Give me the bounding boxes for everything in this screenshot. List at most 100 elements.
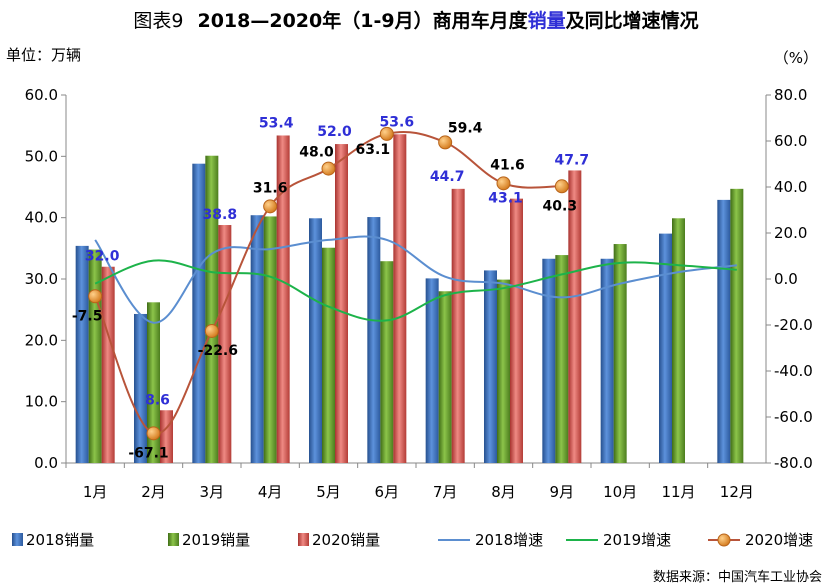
right-axis-unit: （%）	[773, 49, 818, 67]
bar-label-2020: 53.6	[380, 114, 415, 130]
left-tick-label: 40.0	[25, 209, 58, 227]
bar-2018销量	[425, 278, 439, 463]
right-tick-label: 40.0	[774, 178, 807, 196]
x-tick-label: 5月	[316, 483, 341, 501]
right-tick-label: 0.0	[774, 270, 798, 288]
legend: 2018销量 2019销量 2020销量 2018增速 2019增速 2020增速	[12, 531, 813, 549]
line-2019增速	[94, 259, 737, 322]
bar-2020销量	[218, 225, 232, 463]
right-tick-label: 80.0	[774, 86, 807, 104]
bar-2018销量	[600, 258, 614, 463]
bar-label-2020: 52.0	[317, 124, 352, 140]
bar-2019销量	[147, 302, 160, 463]
line-label-2020: 31.6	[253, 180, 288, 196]
line-label-2020: -67.1	[128, 445, 168, 461]
legend-swatch	[298, 533, 309, 546]
bar-2019销量	[380, 261, 394, 463]
legend-label: 2019增速	[603, 531, 671, 549]
right-tick-label: 20.0	[774, 224, 807, 242]
line-label-2020: -22.6	[198, 343, 238, 359]
bar-2020销量	[393, 134, 407, 463]
marker-2020增速	[379, 126, 394, 141]
bar-2019销量	[672, 218, 685, 463]
bar-2020销量	[451, 188, 465, 463]
marker-2020增速	[263, 199, 278, 214]
left-axis-unit: 单位：万辆	[6, 46, 82, 64]
axes-layer: 0.0 10.0 20.0 30.0 40.0 50.0 60.0 -80.0 -60.0 -40…	[25, 86, 813, 501]
bar-2019销量	[438, 291, 452, 463]
marker-2020增速	[321, 161, 336, 176]
left-tick-label: 50.0	[25, 147, 58, 165]
title-main: 2018—2020年（1-9月）商用车月度	[197, 10, 528, 32]
bar-2020销量	[568, 170, 582, 463]
line-label-2020: 41.6	[490, 157, 525, 173]
marker-2020增速	[204, 323, 219, 338]
marker-2020增速	[88, 289, 103, 304]
right-tick-label: 60.0	[774, 132, 807, 150]
bar-2018销量	[717, 199, 731, 463]
marker-2020增速	[438, 135, 453, 150]
marker-2020增速	[554, 179, 569, 194]
bars-layer	[75, 134, 744, 464]
bar-2020销量	[510, 198, 523, 464]
legend-swatch	[12, 533, 23, 546]
bar-2018销量	[542, 258, 556, 463]
x-tick-label: 11月	[661, 483, 695, 501]
legend-label: 2020增速	[745, 531, 813, 549]
bar-2018销量	[134, 313, 147, 463]
x-tick-label: 6月	[375, 483, 400, 501]
bar-label-2020: 43.1	[488, 191, 523, 207]
figure-number: 图表9	[133, 10, 184, 32]
title-tail: 及同比增速情况	[565, 10, 699, 32]
legend-label: 2018销量	[26, 531, 94, 549]
x-tick-label: 8月	[491, 483, 516, 501]
bar-label-2020: 53.4	[259, 115, 294, 131]
line-label-2020: -7.5	[72, 308, 103, 324]
line-label-2020: 63.1	[356, 142, 391, 158]
line-label-2020: 59.4	[448, 120, 483, 136]
line-2018增速	[94, 235, 737, 324]
bar-2020销量	[335, 144, 348, 464]
bar-2019销量	[263, 216, 277, 463]
x-tick-label: 12月	[720, 483, 754, 501]
bar-label-2020: 44.7	[430, 169, 465, 185]
x-tick-label: 3月	[200, 483, 225, 501]
bar-label-2020: 32.0	[85, 249, 120, 265]
legend-label: 2019销量	[182, 531, 250, 549]
x-tick-label: 10月	[603, 483, 637, 501]
right-tick-label: -80.0	[774, 454, 813, 472]
source-note: 数据来源：中国汽车工业协会	[652, 570, 822, 585]
legend-swatch	[168, 533, 179, 546]
chart-title: 图表9 2018—2020年（1-9月）商用车月度销量及同比增速情况	[0, 6, 832, 33]
right-tick-label: -20.0	[774, 316, 813, 334]
bar-2019销量	[730, 188, 744, 463]
bar-label-2020: 47.7	[555, 152, 590, 168]
legend-label: 2018增速	[475, 531, 543, 549]
marker-2020增速	[496, 176, 511, 191]
bar-2018销量	[309, 218, 322, 463]
bar-2018销量	[75, 245, 89, 463]
bar-2020销量	[276, 135, 290, 464]
bar-2018销量	[367, 217, 381, 463]
bar-2019销量	[205, 155, 219, 463]
bar-2019销量	[497, 279, 510, 463]
left-tick-label: 60.0	[25, 86, 58, 104]
left-tick-label: 30.0	[25, 270, 58, 288]
x-tick-label: 1月	[83, 483, 108, 501]
title-highlight: 销量	[527, 10, 566, 32]
bar-2019销量	[555, 255, 569, 463]
right-tick-label: -60.0	[774, 408, 813, 426]
bar-label-2020: 38.8	[203, 207, 238, 223]
bar-2019销量	[322, 247, 335, 463]
line-label-2020: 40.3	[543, 198, 578, 214]
left-tick-label: 0.0	[34, 454, 58, 472]
x-tick-label: 7月	[433, 483, 458, 501]
line-label-2020: 48.0	[299, 145, 334, 161]
bar-2020销量	[101, 266, 115, 463]
bar-2018销量	[192, 163, 206, 463]
legend-label: 2020销量	[312, 531, 380, 549]
labels-layer: 32.0 8.6 38.8 53.4 52.0 53.6 44.7 43.1 47.7 -7.5 -…	[72, 114, 589, 461]
x-tick-label: 2月	[141, 483, 166, 501]
bar-2018销量	[659, 233, 672, 463]
